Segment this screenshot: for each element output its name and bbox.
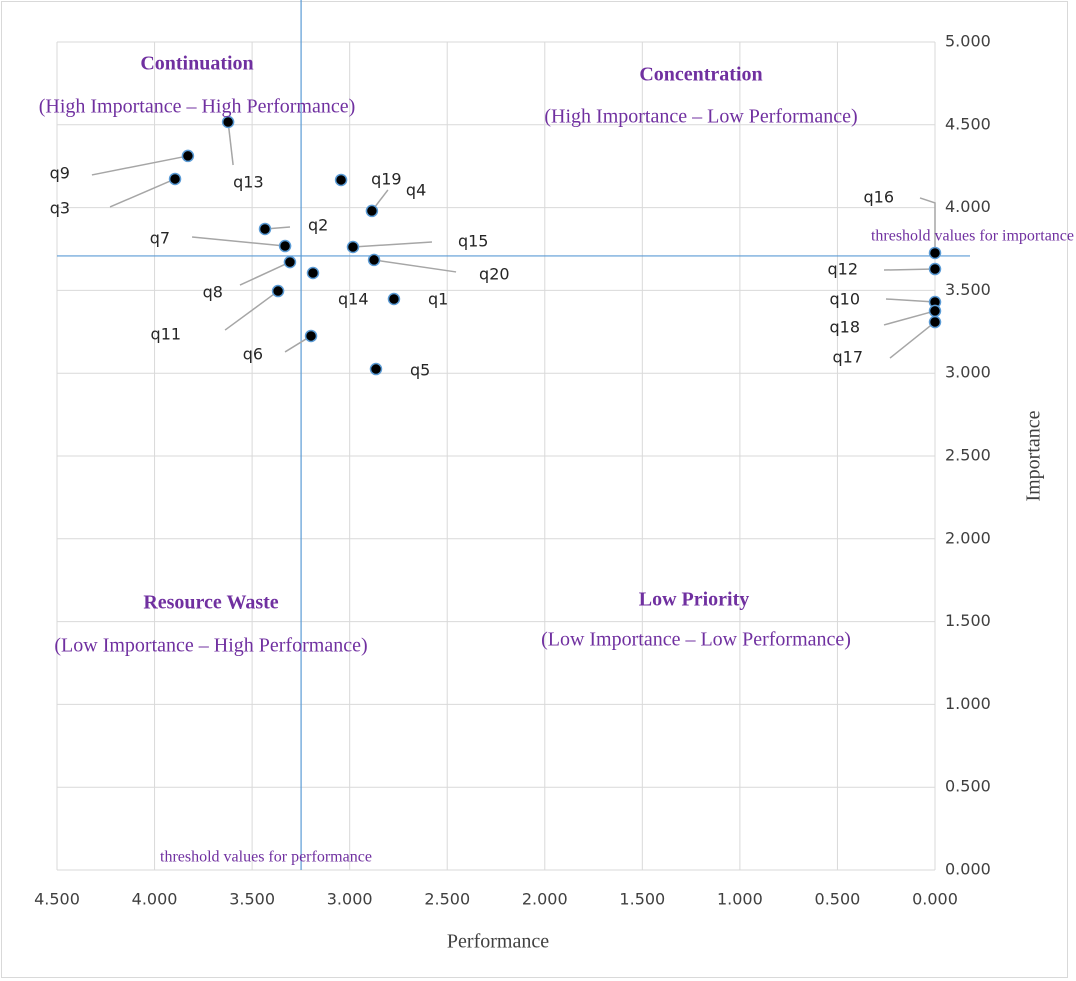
leader-line	[228, 122, 233, 165]
point	[280, 241, 291, 252]
y-tick-label: 2.500	[945, 446, 991, 465]
x-tick-label: 0.000	[912, 890, 958, 909]
x-tick-label: 1.500	[619, 890, 665, 909]
quadrant-text: (Low Importance – High Performance)	[54, 635, 367, 657]
point	[182, 150, 193, 161]
x-tick-label: 2.000	[522, 890, 568, 909]
quadrant-text: (High Importance – Low Performance)	[544, 106, 857, 128]
threshold-label: threshold values for importance	[871, 228, 1074, 245]
point-label: q10	[829, 289, 860, 308]
point-label: q6	[243, 344, 263, 363]
chart-border	[2, 2, 1068, 978]
point-label: q9	[50, 163, 70, 182]
quadrant-title: Concentration	[639, 64, 762, 86]
x-tick-label: 2.500	[424, 890, 470, 909]
point	[369, 254, 380, 265]
point	[336, 174, 347, 185]
point-label: q18	[829, 317, 860, 336]
point-label: q17	[832, 348, 863, 367]
point	[388, 294, 399, 305]
leader-line	[192, 237, 285, 246]
point	[371, 364, 382, 375]
point	[307, 268, 318, 279]
leader-line	[240, 262, 290, 285]
y-tick-label: 0.500	[945, 777, 991, 796]
leader-line	[225, 291, 278, 330]
point-label: q11	[151, 325, 182, 344]
point	[170, 173, 181, 184]
x-tick-label: 3.500	[229, 890, 275, 909]
leader-line	[884, 311, 935, 325]
point-label: q3	[50, 198, 70, 217]
x-tick-label: 4.500	[34, 890, 80, 909]
leader-line	[92, 156, 188, 175]
point	[259, 223, 270, 234]
quadrant-title: Continuation	[140, 53, 253, 75]
y-tick-label: 3.000	[945, 363, 991, 382]
leader-line	[110, 179, 175, 207]
y-tick-label: 5.000	[945, 32, 991, 51]
quadrant-title: Low Priority	[639, 589, 750, 611]
point	[284, 257, 295, 268]
point	[366, 205, 377, 216]
x-tick-label: 0.500	[815, 890, 861, 909]
leader-line	[374, 260, 456, 272]
point-label: q20	[479, 264, 510, 283]
point-label: q14	[338, 290, 369, 309]
chart: Performance Importance Continuation (Hig…	[0, 0, 1076, 981]
point-label: q7	[150, 229, 170, 248]
quadrant-title: Resource Waste	[143, 592, 278, 614]
point-label: q12	[827, 260, 858, 279]
point	[223, 116, 234, 127]
point	[930, 247, 941, 258]
point-label: q16	[863, 187, 894, 206]
point	[273, 286, 284, 297]
point	[930, 305, 941, 316]
leader-line	[886, 299, 935, 302]
y-tick-label: 4.500	[945, 114, 991, 133]
quadrant-text: (High Importance – High Performance)	[39, 96, 356, 118]
point-label: q4	[406, 180, 426, 199]
point-label: q15	[458, 232, 489, 251]
point-label: q1	[428, 290, 448, 309]
point-label: q19	[371, 169, 402, 188]
point	[306, 330, 317, 341]
y-axis-title: Importance	[1023, 410, 1045, 501]
y-tick-label: 1.000	[945, 694, 991, 713]
y-tick-label: 1.500	[945, 611, 991, 630]
x-tick-label: 1.000	[717, 890, 763, 909]
point-label: q13	[233, 172, 264, 191]
x-tick-label: 4.000	[132, 890, 178, 909]
threshold-label: threshold values for performance	[160, 849, 372, 866]
point	[930, 264, 941, 275]
quadrant-text: (Low Importance – Low Performance)	[541, 629, 851, 651]
point-label: q2	[308, 215, 328, 234]
y-tick-label: 0.000	[945, 860, 991, 879]
y-tick-label: 3.500	[945, 280, 991, 299]
y-tick-label: 4.000	[945, 197, 991, 216]
point-label: q5	[410, 361, 430, 380]
leader-line	[890, 322, 935, 358]
x-tick-label: 3.000	[327, 890, 373, 909]
leader-line	[353, 242, 432, 247]
x-axis-title: Performance	[447, 931, 549, 953]
y-tick-label: 2.000	[945, 528, 991, 547]
point	[930, 317, 941, 328]
point-label: q8	[203, 283, 223, 302]
point	[347, 242, 358, 253]
leader-line	[884, 269, 935, 270]
